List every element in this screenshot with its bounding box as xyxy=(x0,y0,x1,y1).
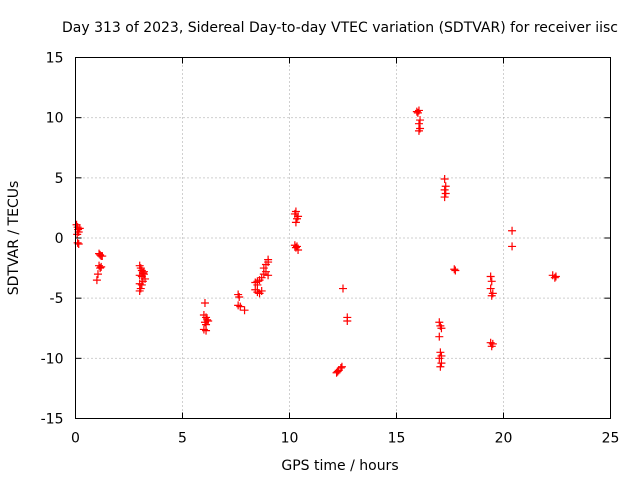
data-point xyxy=(199,325,208,334)
data-point xyxy=(291,207,300,216)
data-point xyxy=(259,264,268,273)
data-point xyxy=(253,280,262,289)
data-point xyxy=(436,362,445,371)
data-point xyxy=(508,242,517,251)
y-tick-label: -5 xyxy=(50,291,64,307)
data-point xyxy=(450,265,459,274)
data-point xyxy=(440,175,449,184)
data-point xyxy=(487,342,496,351)
data-point xyxy=(235,292,244,301)
data-point xyxy=(92,276,101,285)
y-tick-label: -10 xyxy=(41,351,64,367)
data-point xyxy=(97,262,106,271)
grid-lines xyxy=(75,57,611,419)
data-point xyxy=(96,250,105,259)
data-point xyxy=(96,264,105,273)
data-point xyxy=(414,126,423,135)
x-tick-label: 5 xyxy=(178,431,187,447)
data-point xyxy=(135,286,144,295)
data-point xyxy=(236,302,245,311)
data-points xyxy=(72,106,560,377)
data-point xyxy=(333,367,342,376)
data-point xyxy=(440,193,449,202)
data-point xyxy=(294,246,303,255)
data-point xyxy=(343,317,352,326)
y-tick-label: 0 xyxy=(55,231,64,247)
x-tick-label: 15 xyxy=(388,431,406,447)
y-axis-label: SDTVAR / TECUs xyxy=(6,181,22,296)
data-point xyxy=(487,291,496,300)
data-point xyxy=(74,240,83,249)
data-point xyxy=(414,106,423,115)
data-point xyxy=(435,318,444,327)
chart-title: Day 313 of 2023, Sidereal Day-to-day VTE… xyxy=(62,20,618,36)
data-point xyxy=(139,270,148,279)
data-point xyxy=(234,301,243,310)
data-point xyxy=(73,238,82,247)
data-point xyxy=(435,332,444,341)
x-tick-label: 20 xyxy=(495,431,513,447)
x-tick-label: 10 xyxy=(281,431,299,447)
data-point xyxy=(138,277,147,286)
data-point xyxy=(437,359,446,368)
data-point xyxy=(339,284,347,293)
data-point xyxy=(414,119,423,128)
data-point xyxy=(437,324,446,333)
data-point xyxy=(436,348,445,357)
y-tick-label: 10 xyxy=(46,111,64,127)
data-point xyxy=(294,212,303,221)
y-tick-label: 15 xyxy=(46,51,64,67)
data-point xyxy=(291,218,300,227)
data-point xyxy=(550,273,559,282)
data-point xyxy=(441,189,450,198)
axis-ticks: 0 5 10 15 20 25 -15 -10 -5 0 5 10 15 xyxy=(41,51,620,447)
x-axis-label: GPS time / hours xyxy=(281,458,398,474)
x-tick-label: 0 xyxy=(71,431,80,447)
data-point xyxy=(137,280,146,289)
data-point xyxy=(264,255,273,264)
y-tick-label: -15 xyxy=(41,412,64,428)
data-point xyxy=(435,354,444,363)
data-point xyxy=(73,230,82,239)
data-point xyxy=(264,271,273,280)
data-point xyxy=(202,326,211,335)
data-point xyxy=(486,338,495,347)
data-point xyxy=(486,284,495,293)
y-tick-label: 5 xyxy=(55,171,64,187)
data-point xyxy=(440,185,449,194)
data-point xyxy=(337,362,346,371)
data-point xyxy=(292,242,301,251)
data-point xyxy=(412,107,421,116)
data-point xyxy=(416,116,425,125)
data-point xyxy=(257,286,266,295)
data-point xyxy=(551,272,560,281)
data-point xyxy=(93,270,102,279)
data-point xyxy=(508,226,517,235)
data-point xyxy=(486,272,495,281)
data-point xyxy=(240,306,249,315)
data-point xyxy=(98,252,107,261)
data-point xyxy=(200,298,209,307)
data-point xyxy=(451,266,460,275)
x-tick-label: 25 xyxy=(602,431,620,447)
data-point xyxy=(487,277,496,286)
data-point xyxy=(75,224,84,233)
data-point xyxy=(441,182,450,191)
